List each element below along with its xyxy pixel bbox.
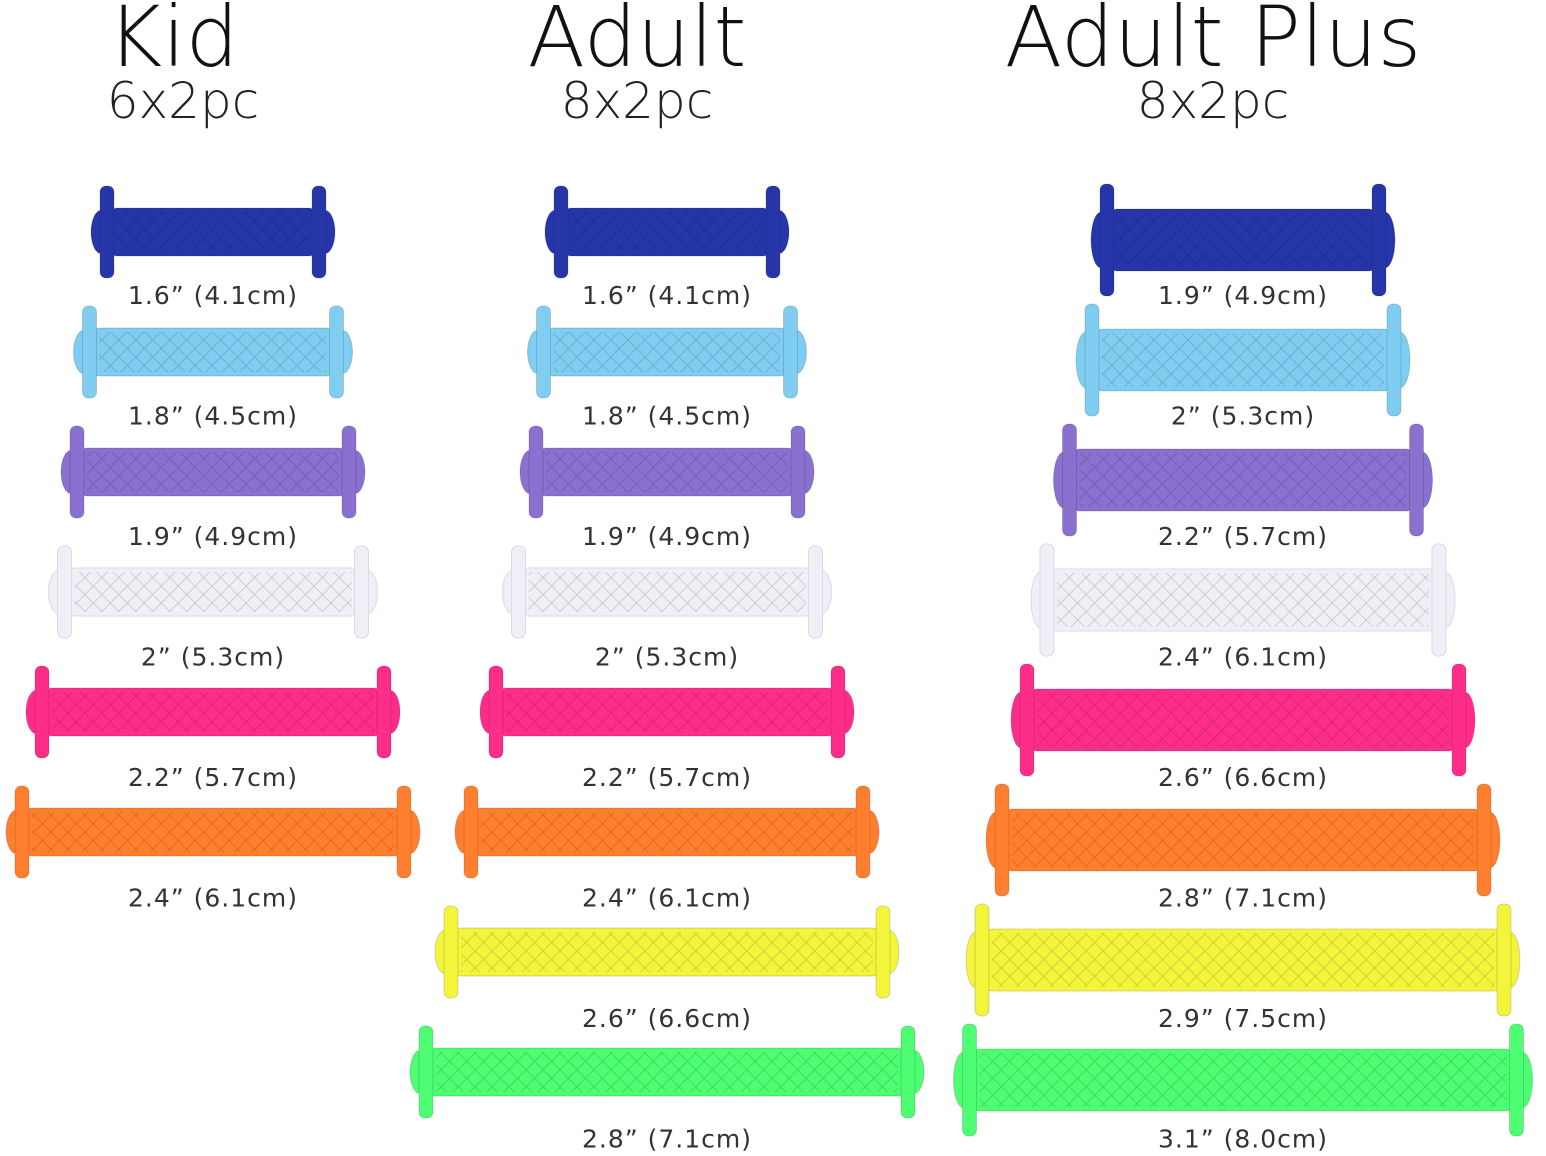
size-label: 1.6” (4.1cm)	[582, 281, 752, 310]
column-subtitle: 6x2pc	[107, 72, 259, 130]
lace-texture	[1012, 813, 1474, 867]
lace-cap	[14, 785, 30, 879]
lace-cap	[855, 785, 871, 879]
size-label: 2.2” (5.7cm)	[128, 763, 298, 792]
lace-texture	[528, 572, 806, 612]
size-label: 2.6” (6.6cm)	[582, 1004, 752, 1033]
lace-cap	[790, 425, 806, 519]
size-label: 2” (5.3cm)	[141, 643, 285, 672]
lace-cap	[1084, 303, 1100, 417]
lace-texture	[481, 812, 853, 852]
lace-texture	[32, 812, 394, 852]
size-label: 2.4” (6.1cm)	[1158, 643, 1328, 672]
lace-cap	[354, 545, 369, 639]
lace-cap	[1062, 423, 1077, 537]
lace-cap	[528, 425, 544, 519]
lace-cap	[418, 1025, 434, 1119]
lace-texture	[546, 452, 788, 492]
lace-texture	[52, 692, 374, 732]
lace-cap	[900, 1025, 916, 1119]
lace-texture	[1037, 693, 1449, 747]
size-label: 2.8” (7.1cm)	[582, 1125, 752, 1154]
lace-cap	[830, 665, 846, 759]
size-label: 1.8” (4.5cm)	[128, 402, 298, 431]
column-subtitle: 8x2pc	[561, 72, 713, 130]
lace-cap	[463, 785, 479, 879]
lace-texture	[99, 332, 327, 372]
lace-texture	[992, 933, 1494, 987]
size-label: 1.9” (4.9cm)	[128, 522, 298, 551]
lace-cap	[311, 185, 327, 279]
size-label: 1.6” (4.1cm)	[128, 281, 298, 310]
lace-texture	[87, 452, 339, 492]
size-label: 2” (5.3cm)	[595, 643, 739, 672]
lace-cap	[396, 785, 412, 879]
lace-cap	[974, 903, 990, 1017]
lace-texture	[1117, 213, 1369, 267]
lace-texture	[506, 692, 828, 732]
lace-texture	[1079, 453, 1407, 507]
lace-texture	[1057, 573, 1429, 627]
lace-cap	[1509, 1023, 1524, 1137]
lace-cap	[875, 905, 891, 999]
lace-cap	[536, 305, 551, 399]
lace-cap	[376, 665, 392, 759]
lace-cap	[329, 305, 344, 399]
column-title: Adult	[528, 0, 747, 86]
lace-texture	[117, 212, 309, 252]
lace-cap	[1386, 303, 1402, 417]
lace-cap	[57, 545, 72, 639]
lace-cap	[488, 665, 504, 759]
lace-cap	[962, 1023, 977, 1137]
lace-cap	[341, 425, 357, 519]
size-label: 2.8” (7.1cm)	[1158, 884, 1328, 913]
size-label: 2.4” (6.1cm)	[128, 884, 298, 913]
lace-cap	[82, 305, 97, 399]
lace-cap	[99, 185, 115, 279]
size-label: 2.6” (6.6cm)	[1158, 763, 1328, 792]
lace-texture	[553, 332, 781, 372]
size-label: 2.9” (7.5cm)	[1158, 1004, 1328, 1033]
lace-cap	[443, 905, 459, 999]
lace-texture	[979, 1053, 1507, 1107]
lace-cap	[1039, 543, 1055, 657]
size-label: 2.2” (5.7cm)	[1158, 522, 1328, 551]
column-title: Adult Plus	[1005, 0, 1422, 86]
size-label: 1.9” (4.9cm)	[582, 522, 752, 551]
column-subtitle: 8x2pc	[1137, 72, 1289, 130]
lace-cap	[69, 425, 85, 519]
size-label: 2.2” (5.7cm)	[582, 763, 752, 792]
lace-cap	[553, 185, 569, 279]
lace-cap	[1431, 543, 1447, 657]
lace-cap	[1019, 663, 1035, 777]
size-label: 3.1” (8.0cm)	[1158, 1125, 1328, 1154]
lace-texture	[74, 572, 352, 612]
lace-cap	[34, 665, 50, 759]
lace-cap	[994, 783, 1010, 897]
lace-cap	[1476, 783, 1492, 897]
lace-cap	[511, 545, 526, 639]
lace-cap	[783, 305, 798, 399]
lace-cap	[1371, 183, 1387, 297]
lace-texture	[1102, 333, 1384, 387]
size-label: 1.8” (4.5cm)	[582, 402, 752, 431]
lace-texture	[436, 1052, 898, 1092]
lace-cap	[1409, 423, 1424, 537]
size-label: 1.9” (4.9cm)	[1158, 281, 1328, 310]
lace-cap	[765, 185, 781, 279]
size-label: 2.4” (6.1cm)	[582, 884, 752, 913]
size-label: 2” (5.3cm)	[1171, 402, 1315, 431]
lace-cap	[808, 545, 823, 639]
lace-texture	[571, 212, 763, 252]
lace-cap	[1496, 903, 1512, 1017]
lace-cap	[1099, 183, 1115, 297]
lace-texture	[461, 932, 873, 972]
column-title: Kid	[107, 0, 239, 86]
lace-cap	[1451, 663, 1467, 777]
